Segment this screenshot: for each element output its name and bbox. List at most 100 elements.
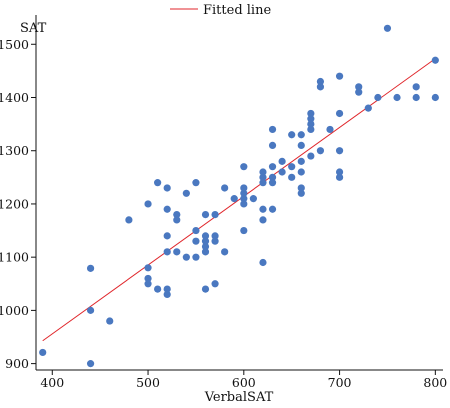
x-tick-label: 500 [136, 375, 160, 390]
data-point [144, 280, 152, 288]
data-point [240, 189, 248, 197]
data-point [307, 109, 315, 118]
data-point [211, 232, 219, 240]
legend-label-fitted-line: Fitted line [203, 3, 271, 18]
data-point [240, 226, 248, 235]
data-point [192, 237, 200, 245]
data-point [163, 205, 171, 213]
data-point [259, 179, 267, 187]
data-point [201, 210, 210, 219]
data-point [211, 280, 219, 288]
data-point [259, 258, 267, 267]
data-point [144, 200, 152, 208]
data-point [297, 189, 305, 197]
data-point [163, 184, 171, 192]
data-point [211, 237, 219, 245]
y-tick-label: 1500 [0, 37, 29, 52]
y-axis-title: SAT [20, 21, 47, 36]
data-point [307, 120, 315, 128]
data-point [201, 232, 210, 240]
data-point [268, 141, 277, 149]
data-point [192, 253, 200, 261]
data-point [201, 248, 210, 256]
data-point [268, 125, 277, 134]
data-point [431, 56, 439, 64]
data-point [268, 163, 277, 171]
data-point [182, 253, 190, 261]
data-point [154, 179, 162, 187]
fitted-line-layer [42, 58, 436, 342]
data-point [288, 131, 296, 139]
data-point [192, 226, 200, 235]
data-point [335, 168, 344, 176]
data-point [278, 168, 286, 176]
data-point [288, 173, 296, 181]
data-point [383, 24, 392, 32]
data-point [316, 83, 325, 91]
data-point [393, 93, 401, 102]
data-point [86, 264, 95, 272]
data-point [86, 360, 95, 368]
data-point [144, 264, 152, 272]
legend: Fitted line [170, 3, 271, 18]
y-tick-label: 1000 [0, 303, 29, 318]
data-point [297, 157, 305, 165]
data-point [268, 179, 277, 187]
data-point [288, 163, 296, 171]
data-point [297, 184, 305, 192]
x-tick-label: 400 [40, 375, 64, 390]
data-point [211, 210, 219, 219]
y-tick-label: 1400 [0, 90, 29, 105]
data-point [249, 195, 257, 203]
data-point [86, 306, 95, 314]
points-layer [39, 24, 439, 368]
y-tick-label: 1300 [0, 143, 29, 158]
data-point [192, 179, 200, 187]
data-point [125, 216, 133, 224]
data-point [201, 285, 210, 293]
data-point [163, 290, 171, 299]
data-point [259, 173, 267, 181]
data-point [355, 83, 363, 91]
data-point [173, 248, 181, 256]
x-tick-label: 800 [423, 375, 447, 390]
data-point [374, 93, 382, 102]
data-point [335, 173, 344, 181]
y-tick-label: 1200 [0, 196, 29, 211]
data-point [240, 200, 248, 208]
data-point [268, 173, 277, 181]
data-point [326, 125, 334, 134]
data-point [163, 285, 171, 293]
data-point [335, 109, 344, 118]
data-point [307, 152, 315, 160]
data-point [259, 216, 267, 224]
data-point [221, 184, 229, 192]
data-point [201, 237, 210, 245]
data-point [163, 232, 171, 240]
data-point [355, 88, 363, 96]
data-point [364, 104, 372, 112]
data-point [431, 93, 439, 102]
data-point [307, 115, 315, 123]
data-point [221, 248, 229, 256]
data-point [240, 163, 248, 171]
x-axis-title: VerbalSAT [204, 390, 274, 405]
data-point [144, 274, 152, 283]
data-point [278, 157, 286, 165]
data-point [182, 189, 190, 197]
data-point [173, 216, 181, 224]
data-point [259, 205, 267, 213]
data-point [316, 77, 325, 86]
data-point [173, 210, 181, 219]
data-point [259, 168, 267, 176]
data-point [201, 242, 210, 251]
y-tick-label: 900 [5, 356, 29, 371]
data-point [268, 205, 277, 213]
y-tick-label: 1100 [0, 250, 29, 265]
data-point [412, 93, 420, 102]
data-point [412, 83, 420, 91]
data-point [316, 147, 325, 155]
data-point [163, 248, 171, 256]
data-point [154, 285, 162, 293]
